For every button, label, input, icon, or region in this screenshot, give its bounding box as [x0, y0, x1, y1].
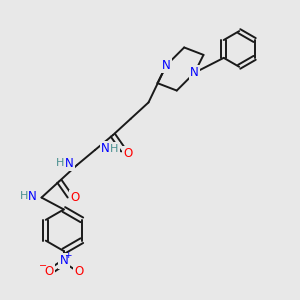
Text: N: N: [59, 254, 68, 267]
Text: O: O: [70, 191, 80, 204]
Text: N: N: [190, 66, 199, 79]
Text: O: O: [123, 147, 132, 160]
Text: O: O: [74, 265, 83, 278]
Text: +: +: [64, 251, 72, 260]
Text: H: H: [20, 191, 28, 201]
Text: N: N: [101, 142, 110, 155]
Text: −: −: [39, 261, 47, 271]
Text: H: H: [110, 143, 118, 154]
Text: N: N: [28, 190, 37, 202]
Text: O: O: [44, 265, 54, 278]
Text: H: H: [56, 158, 64, 168]
Text: N: N: [64, 157, 73, 170]
Text: N: N: [162, 59, 171, 72]
